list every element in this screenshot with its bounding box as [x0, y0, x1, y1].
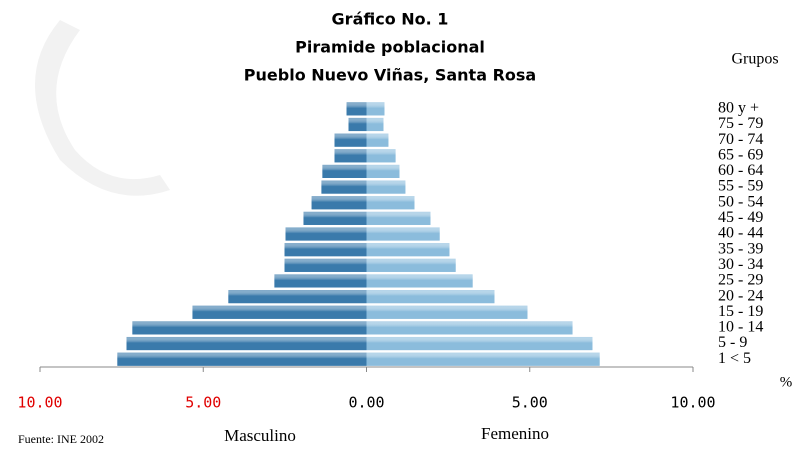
bar	[366, 336, 593, 351]
category-label: 15 - 19	[718, 303, 763, 320]
bar	[117, 352, 367, 366]
bar	[274, 274, 367, 288]
bar	[126, 336, 367, 351]
bar	[285, 227, 367, 241]
bar	[366, 258, 456, 272]
bar	[303, 211, 367, 225]
category-label: 50 - 54	[718, 193, 763, 210]
bar	[284, 243, 367, 257]
category-axis-title: Grupos	[731, 51, 778, 68]
bar	[366, 149, 396, 163]
category-label: 80 y +	[718, 99, 759, 116]
category-label: 65 - 69	[718, 146, 763, 163]
x-tick-label: 0.00	[348, 394, 384, 412]
bar	[334, 133, 367, 147]
bar	[366, 180, 406, 194]
category-label: 40 - 44	[718, 225, 763, 242]
bar	[366, 196, 415, 210]
watermark	[35, 20, 170, 196]
x-tick-label: 5.00	[512, 394, 548, 412]
chart-title: Piramide poblacional	[295, 38, 485, 57]
bar	[321, 180, 367, 194]
bar	[348, 117, 367, 132]
category-label: 10 - 14	[718, 319, 763, 336]
x-tick-label: 10.00	[17, 394, 62, 412]
category-label: 55 - 59	[718, 178, 763, 195]
bar	[366, 133, 389, 147]
category-label: 45 - 49	[718, 209, 763, 226]
bar	[334, 149, 367, 163]
bar	[322, 164, 367, 178]
bar	[311, 196, 367, 210]
chart-title: Gráfico No. 1	[332, 10, 449, 29]
category-label: 1 < 5	[718, 350, 751, 367]
legend-label: Femenino	[481, 424, 549, 443]
chart-title: Pueblo Nuevo Viñas, Santa Rosa	[244, 66, 536, 85]
bar	[366, 117, 384, 132]
bar	[284, 258, 367, 272]
x-tick-label: 5.00	[185, 394, 221, 412]
x-axis-title: %	[780, 374, 793, 390]
bar	[366, 164, 400, 178]
bar	[366, 274, 473, 288]
bar	[228, 290, 367, 304]
bar	[366, 227, 440, 241]
source-note: Fuente: INE 2002	[18, 432, 104, 446]
bar	[366, 290, 495, 304]
bar	[192, 305, 367, 319]
x-tick-label: 10.00	[670, 394, 715, 412]
category-label: 75 - 79	[718, 115, 763, 132]
bar	[132, 321, 367, 335]
category-label: 25 - 29	[718, 272, 763, 289]
category-label: 60 - 64	[718, 162, 763, 179]
bar	[366, 243, 450, 257]
category-label: 30 - 34	[718, 256, 763, 273]
legend-label: Masculino	[224, 426, 296, 445]
bar	[366, 352, 600, 366]
bar	[366, 211, 431, 225]
category-label: 35 - 39	[718, 240, 763, 257]
bar	[366, 305, 528, 319]
category-label: 20 - 24	[718, 287, 763, 304]
category-label: 70 - 74	[718, 131, 763, 148]
bar	[366, 321, 573, 335]
category-label: 5 - 9	[718, 334, 747, 351]
bar	[366, 102, 385, 116]
bar	[346, 102, 367, 116]
